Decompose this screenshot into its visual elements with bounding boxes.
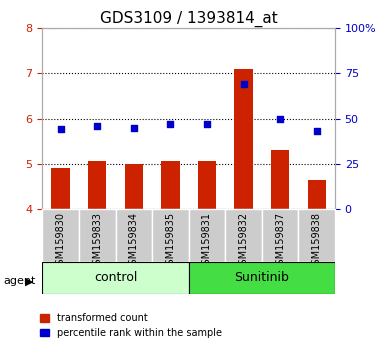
Text: GSM159833: GSM159833 <box>92 211 102 270</box>
Point <box>94 123 100 129</box>
Text: GSM159832: GSM159832 <box>239 211 248 271</box>
Bar <box>88 161 106 209</box>
Text: GSM159838: GSM159838 <box>312 211 321 270</box>
Bar <box>152 209 189 262</box>
Point <box>240 81 246 87</box>
Title: GDS3109 / 1393814_at: GDS3109 / 1393814_at <box>100 11 278 27</box>
Bar <box>189 209 225 262</box>
Legend: transformed count, percentile rank within the sample: transformed count, percentile rank withi… <box>40 313 222 338</box>
Point <box>204 121 210 127</box>
Text: Sunitinib: Sunitinib <box>234 272 289 284</box>
Bar <box>42 209 79 262</box>
Bar <box>189 262 335 294</box>
Bar <box>52 168 70 209</box>
Text: GSM159835: GSM159835 <box>166 211 175 271</box>
Point <box>58 127 64 132</box>
Bar <box>225 209 262 262</box>
Bar <box>198 161 216 209</box>
Bar <box>298 209 335 262</box>
Text: control: control <box>94 272 137 284</box>
Bar <box>42 262 189 294</box>
Bar <box>116 209 152 262</box>
Bar <box>161 161 179 209</box>
Text: GSM159830: GSM159830 <box>56 211 65 270</box>
Bar <box>234 69 253 209</box>
Text: GSM159837: GSM159837 <box>275 211 285 271</box>
Text: GSM159831: GSM159831 <box>202 211 212 270</box>
Bar <box>262 209 298 262</box>
Bar <box>308 179 326 209</box>
Point <box>131 125 137 131</box>
Text: GSM159834: GSM159834 <box>129 211 139 270</box>
Point <box>313 129 320 134</box>
Text: agent: agent <box>4 276 36 286</box>
Bar <box>79 209 116 262</box>
Bar <box>271 150 289 209</box>
Bar <box>125 164 143 209</box>
Point <box>167 121 173 127</box>
Text: ▶: ▶ <box>25 276 33 286</box>
Point <box>277 116 283 121</box>
